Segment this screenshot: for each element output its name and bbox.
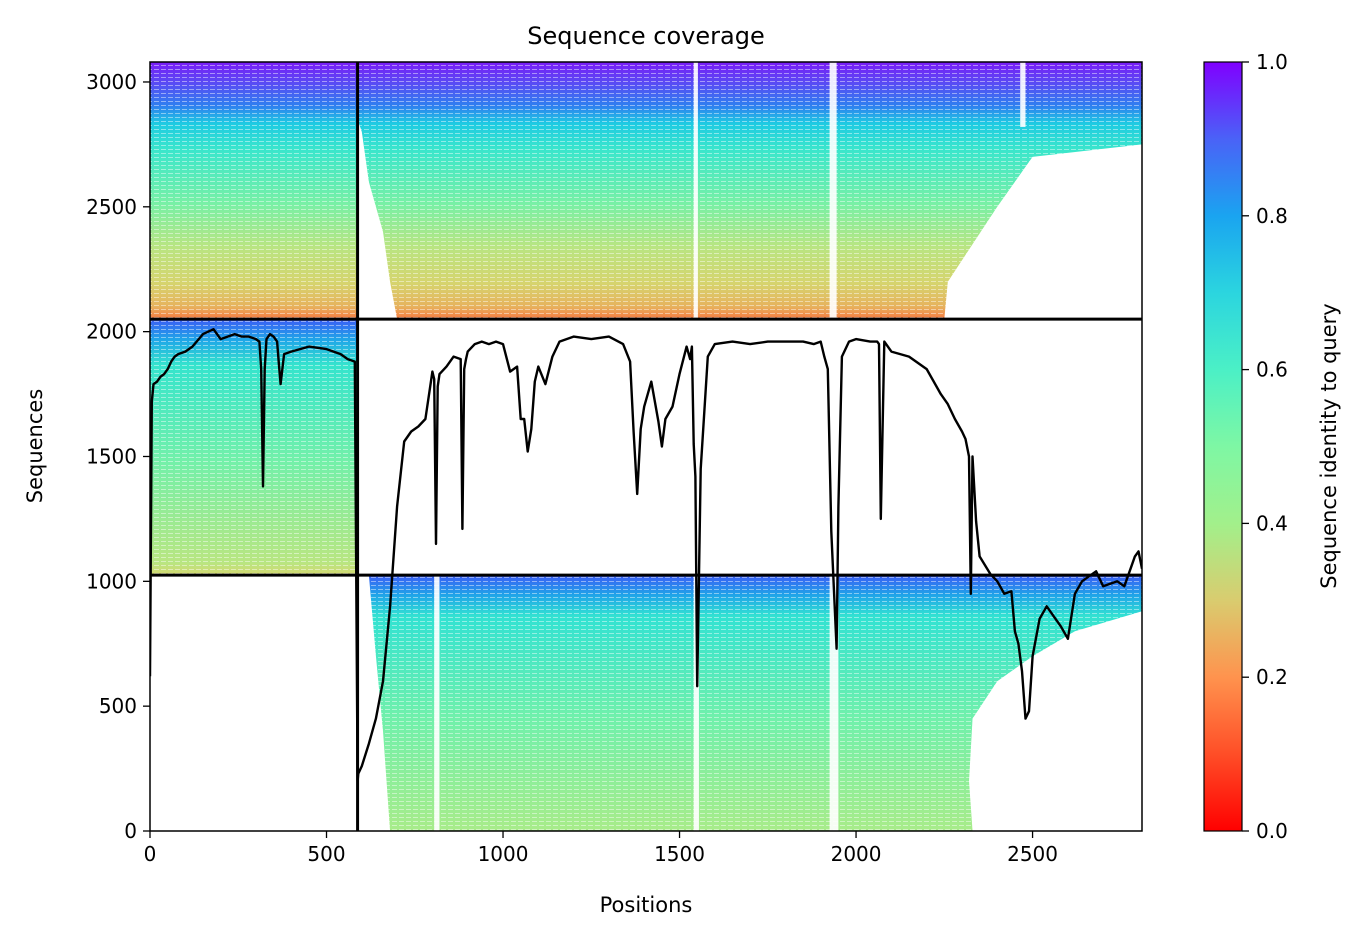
colorbar-tick-label: 0.6 [1256, 358, 1288, 382]
x-axis: 0 500 1000 1500 2000 2500 [144, 831, 1058, 866]
x-tick-label: 500 [307, 842, 345, 866]
colorbar-tick-label: 0.2 [1256, 665, 1288, 689]
coverage-gap [969, 611, 1142, 831]
colorbar-tick-label: 1.0 [1256, 50, 1288, 74]
chart-title: Sequence coverage [527, 22, 764, 50]
coverage-gap-stripe [829, 62, 837, 320]
x-tick-label: 2500 [1007, 842, 1058, 866]
x-axis-label: Positions [600, 893, 693, 917]
colorbar-tick-label: 0.8 [1256, 204, 1288, 228]
y-tick-label: 3000 [86, 70, 137, 94]
empty-region [357, 319, 1143, 576]
y-tick-label: 2500 [86, 195, 137, 219]
y-tick-label: 500 [99, 694, 137, 718]
coverage-gap-stripe [829, 575, 839, 831]
coverage-block-texture [150, 62, 358, 320]
plot-border [149, 61, 1143, 832]
colorbar-ticks: 0.0 0.2 0.4 0.6 0.8 1.0 [1242, 50, 1288, 843]
coverage-gap-stripe [434, 575, 440, 831]
coverage-gap [944, 144, 1142, 320]
y-tick-label: 1500 [86, 444, 137, 468]
coverage-line [150, 328, 1142, 783]
coverage-gap [357, 119, 398, 320]
coverage-line-layer [150, 328, 1142, 783]
y-tick-label: 0 [124, 819, 137, 843]
x-tick-label: 2000 [831, 842, 882, 866]
colorbar-tick-label: 0.0 [1256, 819, 1288, 843]
coverage-blocks [150, 62, 1143, 831]
coverage-gap-stripe [1020, 62, 1026, 127]
y-axis: 0 500 1000 1500 2000 2500 3000 [86, 70, 150, 843]
x-tick-label: 1500 [654, 842, 705, 866]
coverage-block-texture [150, 319, 358, 576]
coverage-gap-stripe [693, 575, 699, 831]
empty-region [150, 575, 358, 831]
y-tick-label: 2000 [86, 320, 137, 344]
x-tick-label: 1000 [478, 842, 529, 866]
y-tick-label: 1000 [86, 569, 137, 593]
coverage-gaps [150, 62, 1143, 831]
coverage-gap-stripe [693, 62, 698, 320]
y-axis-label: Sequences [23, 389, 47, 504]
colorbar [1203, 61, 1243, 832]
colorbar-tick-label: 0.4 [1256, 511, 1288, 535]
coverage-gap [357, 575, 391, 831]
x-tick-label: 0 [144, 842, 157, 866]
colorbar-label: Sequence identity to query [1317, 303, 1341, 588]
